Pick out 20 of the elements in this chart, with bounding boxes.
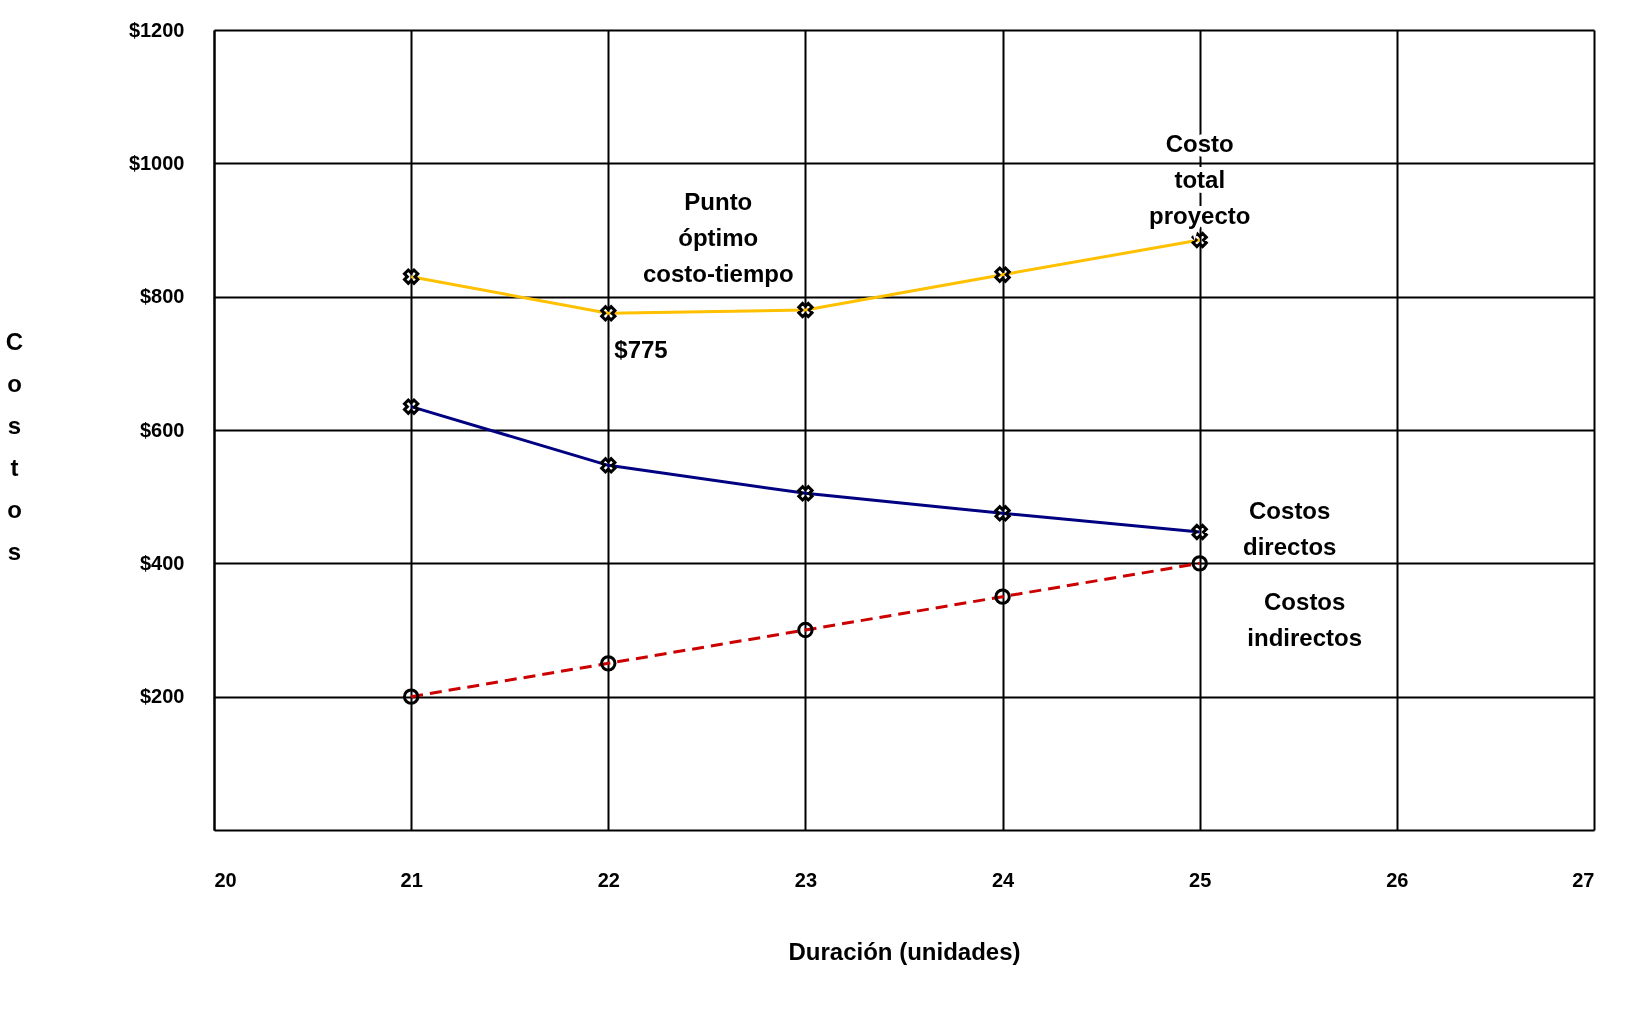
annotation: $775: [614, 336, 668, 364]
x-tick-label: 23: [794, 868, 818, 891]
x-tick-label: 21: [400, 868, 423, 891]
x-tick-label: 24: [991, 868, 1016, 891]
y-tick-label: $600: [140, 418, 185, 441]
y-tick-label: $800: [140, 285, 185, 308]
x-tick-label: 27: [1572, 868, 1595, 891]
y-tick-label: $1000: [128, 151, 185, 174]
y-tick-label: $400: [140, 551, 185, 574]
y-tick-label: $1200: [128, 18, 185, 41]
series-label: Costos directos: [1243, 497, 1337, 560]
x-tick-label: 25: [1189, 868, 1212, 891]
y-axis-title: Costos: [5, 327, 24, 565]
annotation: Punto óptimo costo-tiempo: [642, 188, 794, 288]
x-tick-label: 22: [597, 868, 620, 891]
x-tick-label: 26: [1386, 868, 1409, 891]
x-tick-label: 20: [214, 868, 237, 891]
x-axis-title: Duración (unidades): [788, 937, 1021, 965]
series-label: Costos indirectos: [1247, 588, 1363, 652]
y-tick-label: $200: [140, 685, 185, 708]
